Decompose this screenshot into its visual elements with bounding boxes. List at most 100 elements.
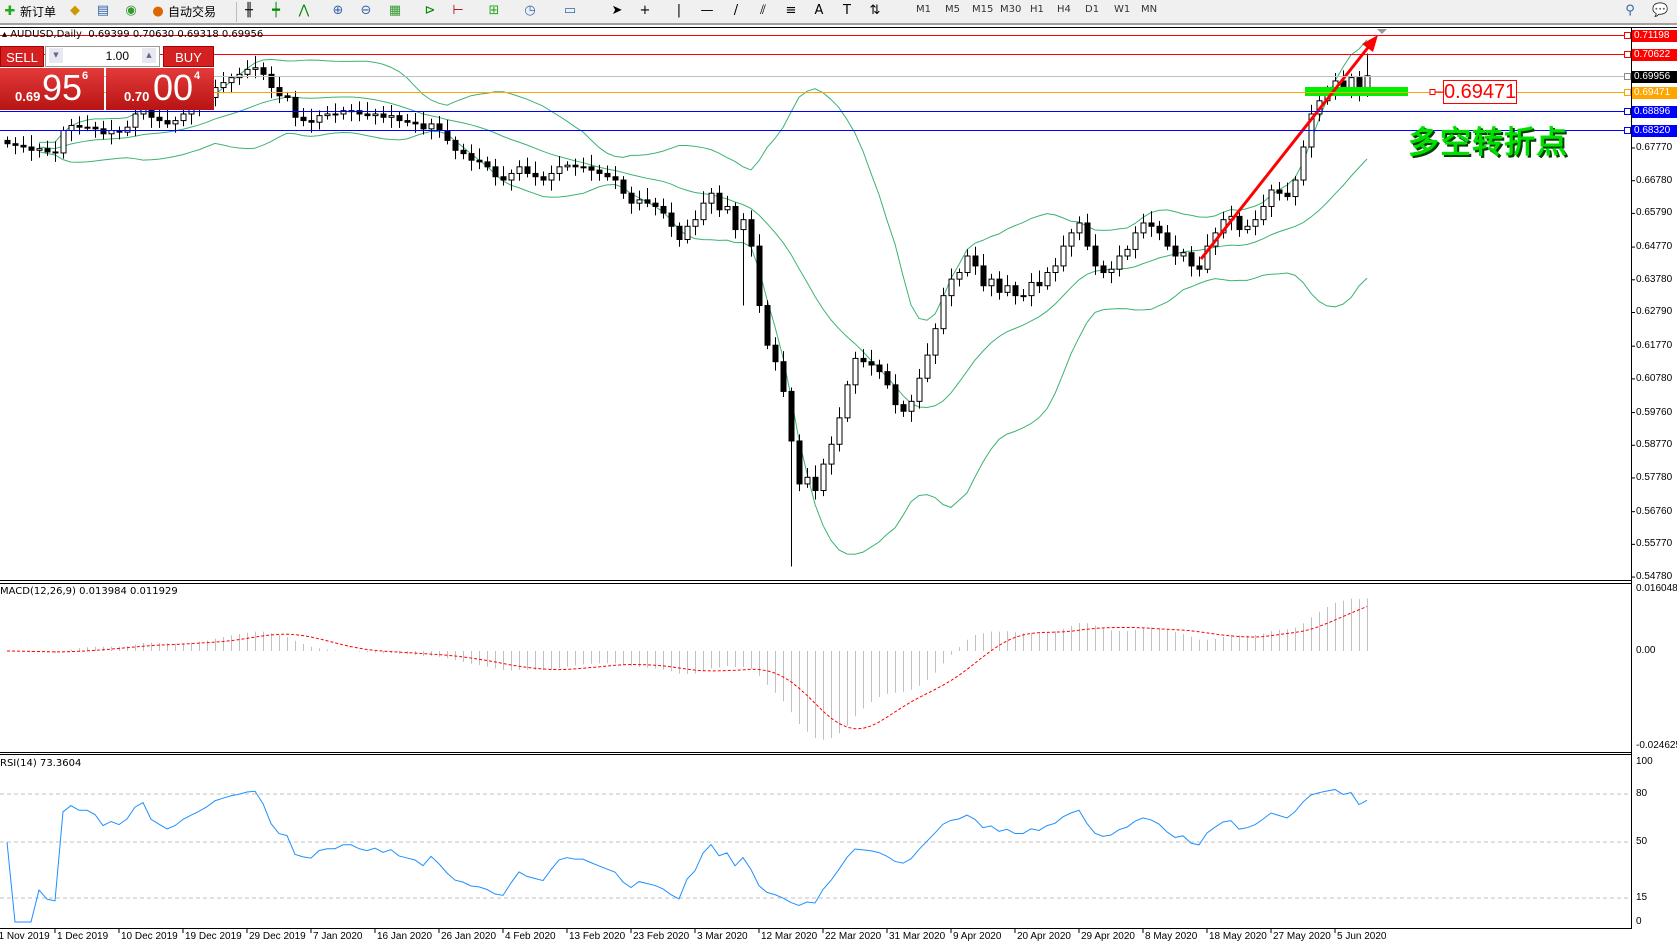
candle	[1108, 261, 1115, 284]
bear-candle-body	[1276, 189, 1283, 194]
zoom-in-icon[interactable]: ⊕	[332, 3, 344, 18]
lot-increase-icon[interactable]: ▲	[142, 48, 156, 63]
arrows-icon[interactable]: ⇅	[869, 3, 881, 18]
trend-arrow-line	[1199, 44, 1372, 260]
candlestick-icon[interactable]: ┿	[272, 3, 280, 18]
bull-candle-body	[852, 357, 859, 386]
rsi-tick-label: 100	[1636, 756, 1653, 767]
horizontal-line-icon[interactable]: —	[700, 3, 714, 18]
date-label: 7 Jan 2020	[313, 931, 363, 942]
timeframe-m5[interactable]: M5	[945, 4, 960, 15]
bull-candle-body	[636, 199, 643, 204]
templates-icon[interactable]: ▭	[563, 3, 577, 18]
date-label: 13 Feb 2020	[569, 931, 626, 942]
candle	[1044, 267, 1051, 290]
macd-pane	[6, 598, 1368, 740]
line-chart-icon[interactable]: ⋀	[298, 3, 310, 18]
candle	[1188, 246, 1195, 277]
bull-candle-body	[60, 129, 67, 154]
reversal-point-text[interactable]: 多空转折点	[1408, 125, 1568, 161]
timeframe-m1[interactable]: M1	[916, 4, 931, 15]
bull-candle-body	[340, 110, 347, 115]
bull-candle-body	[1268, 189, 1275, 207]
candle	[316, 110, 323, 130]
autoscroll-icon[interactable]: ⊢	[452, 3, 464, 18]
lot-decrease-icon[interactable]: ▼	[49, 48, 63, 63]
search-icon[interactable]: ⚲	[1625, 3, 1635, 18]
equidistant-channel-icon[interactable]: ⫽	[760, 3, 766, 18]
timeframe-w1[interactable]: W1	[1114, 4, 1131, 15]
bull-candle-body	[1028, 281, 1035, 297]
text-icon[interactable]: A	[814, 3, 824, 18]
date-label: 8 May 2020	[1145, 931, 1198, 942]
bear-candle-body	[356, 110, 363, 115]
chat-icon[interactable]: 💬	[1652, 3, 1669, 18]
buy-price[interactable]: 0.70 00 4	[106, 67, 214, 110]
macd-title: MACD(12,26,9) 0.013984 0.011929	[0, 586, 178, 597]
bear-candle-body	[164, 120, 171, 125]
date-label: 22 Mar 2020	[825, 931, 882, 942]
candle	[1076, 216, 1083, 241]
level-price-label[interactable]: 0.69471	[1443, 80, 1517, 104]
bear-candle-body	[868, 361, 875, 366]
candle	[1028, 273, 1035, 307]
candle	[1052, 257, 1059, 282]
bull-candle-body	[828, 443, 835, 465]
bear-candle-body	[796, 440, 803, 485]
sell-button[interactable]: SELL	[0, 46, 44, 67]
timeframe-mn[interactable]: MN	[1141, 4, 1158, 15]
timeframe-h4[interactable]: H4	[1057, 4, 1071, 15]
bear-candle-body	[756, 245, 763, 307]
tile-windows-icon[interactable]: ▦	[388, 3, 402, 18]
bull-candle-body	[1204, 245, 1211, 270]
trendline-icon[interactable]: /	[733, 3, 739, 18]
bear-candle-body	[92, 126, 99, 130]
candle	[1244, 219, 1251, 234]
bear-candle-body	[276, 87, 283, 97]
candle	[380, 106, 387, 123]
bull-candle-body	[956, 272, 963, 280]
candle	[76, 116, 83, 135]
new-order-button[interactable]: ✚ 新订单	[2, 3, 56, 21]
sell-price[interactable]: 0.69 95 6	[0, 67, 104, 110]
buy-button[interactable]: BUY	[163, 46, 214, 67]
rsi-pane	[0, 788, 1631, 923]
date-label: 9 Apr 2020	[953, 931, 1002, 942]
price-tick-label: 0.54780	[1636, 571, 1673, 583]
candle	[292, 90, 299, 127]
indicators-icon[interactable]: ⊞	[488, 3, 500, 18]
bull-candle-body	[820, 463, 827, 492]
text-label-icon[interactable]: T	[843, 3, 851, 18]
timeframe-h1[interactable]: H1	[1030, 4, 1044, 15]
bar-chart-icon[interactable]: ╫	[245, 3, 253, 18]
fibonacci-icon[interactable]: ≡	[785, 3, 797, 18]
candle	[700, 191, 707, 226]
chart-shift-icon[interactable]: ⊳	[424, 3, 436, 18]
navigator-icon[interactable]: ◉	[125, 3, 137, 18]
macd-tick-label: 0.016048	[1636, 583, 1677, 595]
bear-candle-body	[1236, 215, 1243, 231]
bear-candle-body	[628, 192, 635, 204]
price-level-label: 0.71198	[1632, 29, 1677, 42]
timeframe-m30[interactable]: M30	[1000, 4, 1022, 15]
level-marker	[1624, 127, 1631, 134]
lot-size-input[interactable]: 1.00	[45, 46, 160, 67]
periods-clock-icon[interactable]: ◷	[524, 3, 536, 18]
bear-candle-body	[420, 123, 427, 130]
one-click-trading-panel: SELL 1.00 ▼ ▲ BUY 0.69 95 6 0.70 00 4	[0, 46, 214, 110]
timeframe-m15[interactable]: M15	[972, 4, 994, 15]
bull-candle-body	[516, 166, 523, 174]
zoom-out-icon[interactable]: ⊖	[360, 3, 372, 18]
crosshair-icon[interactable]: +	[639, 3, 651, 18]
market-watch-icon[interactable]: ◆	[70, 3, 80, 18]
bull-candle-body	[692, 219, 699, 227]
auto-trading-button[interactable]: ● 自动交易	[150, 3, 216, 21]
timeframe-d1[interactable]: D1	[1085, 4, 1100, 15]
bear-candle-body	[764, 305, 771, 346]
vertical-line-icon[interactable]: |	[676, 3, 682, 18]
data-window-icon[interactable]: ▤	[96, 3, 110, 18]
candle	[1092, 234, 1099, 275]
bear-candle-body	[260, 67, 267, 75]
cursor-icon[interactable]: ➤	[611, 3, 623, 18]
